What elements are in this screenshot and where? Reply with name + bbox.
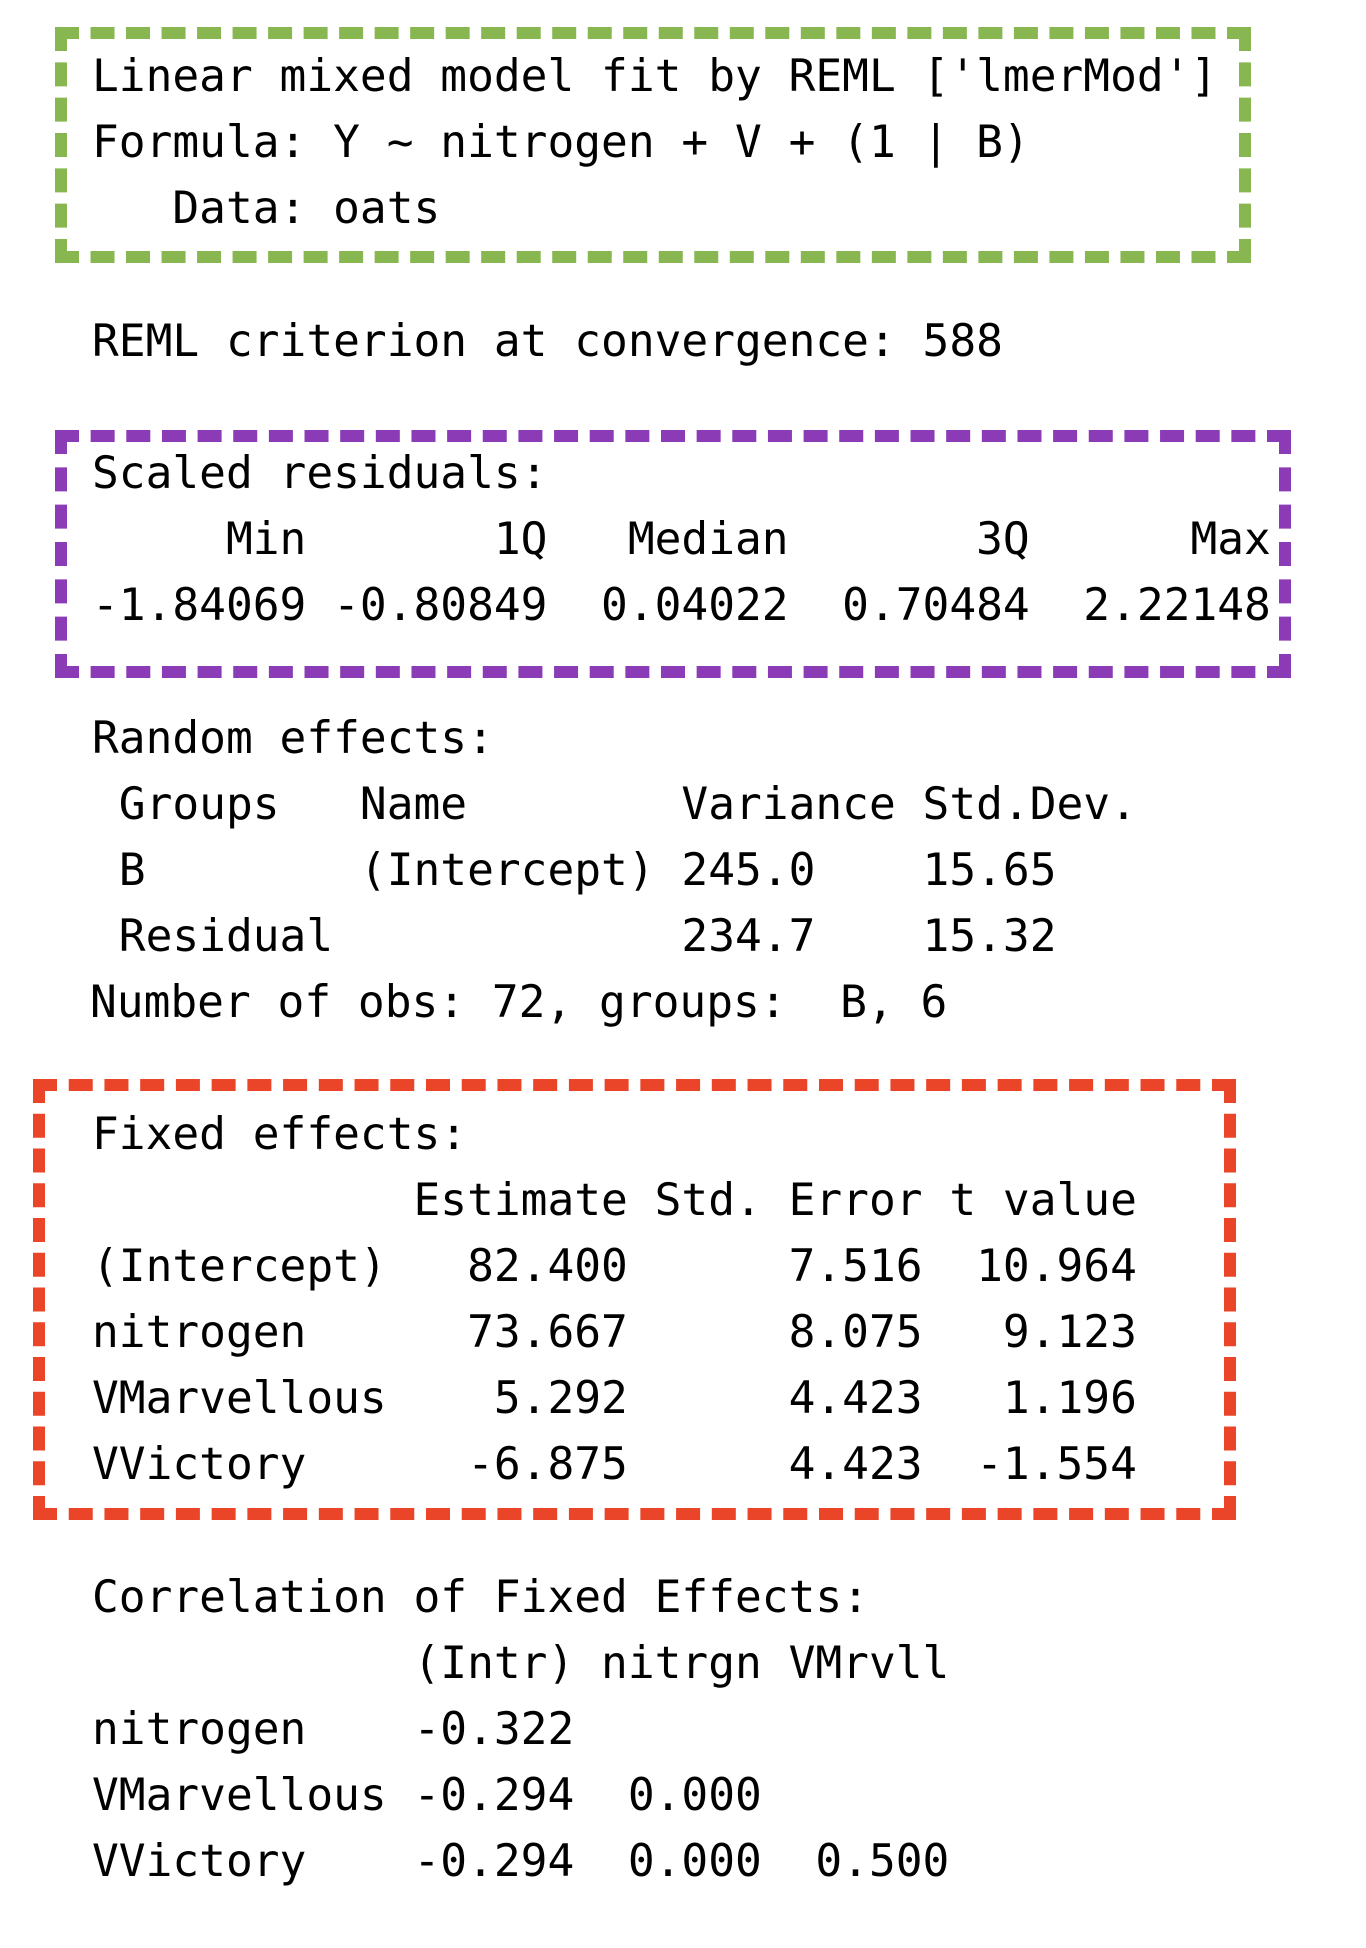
fixed-effects-row: VMarvellous 5.292 4.423 1.196 <box>92 1373 1137 1424</box>
scaled-residuals-title: Scaled residuals: <box>92 448 548 499</box>
correlation-row: VMarvellous -0.294 0.000 <box>92 1770 950 1821</box>
header-highlight-box <box>55 27 1251 263</box>
fixed-effects-header: Estimate Std. Error t value <box>92 1175 1137 1226</box>
fixed-effects-row: VVictory -6.875 4.423 -1.554 <box>92 1439 1137 1490</box>
fixed-effects-row: (Intercept) 82.400 7.516 10.964 <box>92 1241 1137 1292</box>
correlation-row: VVictory -0.294 0.000 0.500 <box>92 1836 950 1887</box>
scaled-residuals-values: -1.84069 -0.80849 0.04022 0.70484 2.2214… <box>92 580 1271 631</box>
random-effects-row: B (Intercept) 245.0 15.65 <box>92 845 1137 896</box>
fixed-effects-title: Fixed effects: <box>92 1109 468 1160</box>
fixed-effects-row: nitrogen 73.667 8.075 9.123 <box>92 1307 1137 1358</box>
formula-line: Formula: Y ~ nitrogen + V + (1 | B) <box>92 117 1030 168</box>
correlation-header: (Intr) nitrgn VMrvll <box>92 1638 950 1689</box>
model-title-line: Linear mixed model fit by REML ['lmerMod… <box>92 51 1218 102</box>
fixed-effects-highlight-box <box>33 1079 1236 1520</box>
correlation-row: nitrogen -0.322 <box>92 1704 950 1755</box>
random-effects-row: Residual 234.7 15.32 <box>92 911 1137 962</box>
scaled-residuals-header: Min 1Q Median 3Q Max <box>92 514 1271 565</box>
random-effects-title: Random effects: <box>92 713 494 764</box>
reml-criterion-line: REML criterion at convergence: 588 <box>92 316 1003 367</box>
random-effects-header: Groups Name Variance Std.Dev. <box>92 779 1137 830</box>
data-line: Data: oats <box>92 183 441 234</box>
correlation-title: Correlation of Fixed Effects: <box>92 1572 869 1623</box>
obs-groups-line: Number of obs: 72, groups: B, 6 <box>90 977 948 1028</box>
residuals-highlight-box <box>55 430 1291 678</box>
